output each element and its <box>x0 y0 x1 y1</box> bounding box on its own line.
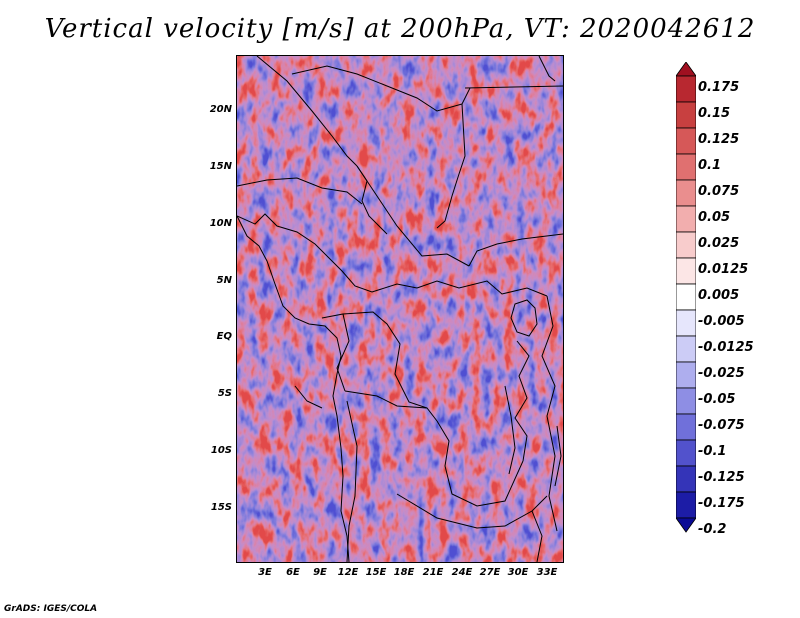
y-tick-label: 15N <box>209 161 232 172</box>
colorbar-segment <box>676 465 696 493</box>
colorbar-segment <box>676 257 696 285</box>
x-tick-label: 3E <box>258 567 272 578</box>
colorbar-segment <box>676 153 696 181</box>
grads-credit: GrADS: IGES/COLA <box>4 604 98 614</box>
colorbar-label: -0.05 <box>698 392 736 407</box>
colorbar-segment <box>676 62 696 77</box>
colorbar-segment <box>676 335 696 363</box>
colorbar-label: -0.075 <box>698 418 745 433</box>
y-tick-label: 10N <box>209 218 232 229</box>
colorbar-segment <box>676 231 696 259</box>
colorbar-label: 0.175 <box>698 80 740 95</box>
colorbar-segment <box>676 439 696 467</box>
x-tick-label: 27E <box>479 567 501 578</box>
colorbar-label: 0.05 <box>698 210 731 225</box>
colorbar-segment <box>676 361 696 389</box>
colorbar-label: 0.025 <box>698 236 740 251</box>
x-tick-label: 9E <box>313 567 327 578</box>
map-plot-area <box>236 55 564 563</box>
colorbar-segment <box>676 101 696 129</box>
colorbar-segment <box>676 205 696 233</box>
x-tick-label: 24E <box>451 567 473 578</box>
coastline <box>237 56 556 562</box>
colorbar-label: 0.005 <box>698 288 740 303</box>
colorbar-label: -0.025 <box>698 366 745 381</box>
colorbar-segment <box>676 283 696 311</box>
x-tick-label: 33E <box>536 567 558 578</box>
vertical-velocity-field <box>237 56 563 562</box>
y-tick-label: 10S <box>210 445 232 456</box>
colorbar-label: 0.125 <box>698 132 740 147</box>
y-tick-label: 5N <box>216 275 232 286</box>
lakes <box>504 299 562 487</box>
colorbar-segment <box>676 413 696 441</box>
colorbar-segment <box>676 127 696 155</box>
colorbar-segment <box>676 387 696 415</box>
colorbar-label: -0.125 <box>698 470 745 485</box>
y-tick-label: EQ <box>216 331 232 342</box>
x-tick-label: 18E <box>393 567 415 578</box>
colorbar-label: 0.0125 <box>698 262 749 277</box>
colorbar-label: -0.2 <box>698 522 727 537</box>
x-tick-label: 6E <box>286 567 300 578</box>
colorbar-segment <box>676 517 696 533</box>
x-tick-label: 15E <box>365 567 387 578</box>
x-tick-label: 21E <box>422 567 444 578</box>
country-borders <box>237 56 563 562</box>
colorbar-label: 0.1 <box>698 158 722 173</box>
y-tick-label: 5S <box>217 388 232 399</box>
colorbar-label: 0.15 <box>698 106 731 121</box>
x-tick-label: 12E <box>337 567 359 578</box>
y-tick-label: 20N <box>209 104 232 115</box>
colorbar <box>676 62 696 533</box>
colorbar-segment <box>676 75 696 103</box>
colorbar-label: 0.075 <box>698 184 740 199</box>
colorbar-label: -0.175 <box>698 496 745 511</box>
x-tick-label: 30E <box>507 567 529 578</box>
colorbar-segment <box>676 491 696 519</box>
colorbar-segment <box>676 309 696 337</box>
colorbar-label: -0.0125 <box>698 340 754 355</box>
y-tick-label: 15S <box>210 502 232 513</box>
colorbar-label: -0.005 <box>698 314 745 329</box>
map-title: Vertical velocity [m/s] at 200hPa, VT: 2… <box>44 14 756 44</box>
colorbar-segment <box>676 179 696 207</box>
colorbar-label: -0.1 <box>698 444 727 459</box>
